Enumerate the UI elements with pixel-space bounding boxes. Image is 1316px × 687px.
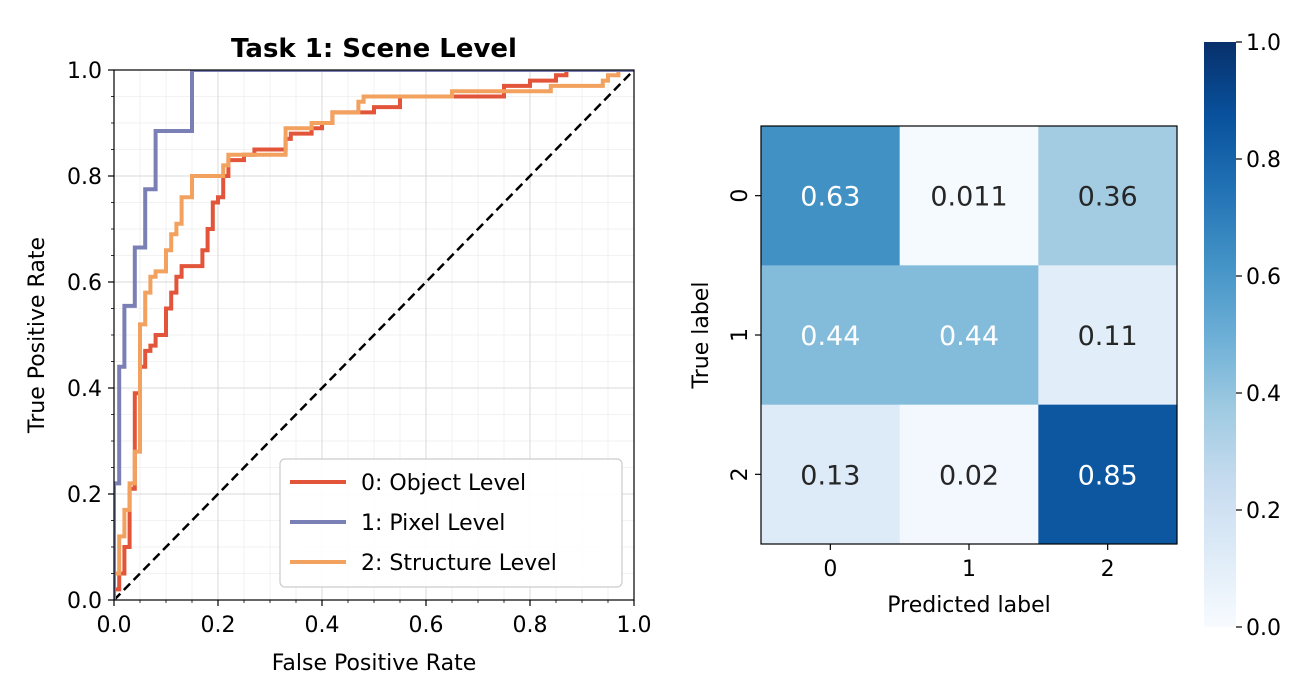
colorbar-tick-label: 0.6 <box>1246 265 1281 290</box>
y-tick-label: 0.6 <box>67 271 102 296</box>
x-tick-label: 0.2 <box>201 613 236 638</box>
roc-curves <box>114 70 634 600</box>
cm-cell <box>1038 404 1178 545</box>
legend-label: 0: Object Level <box>361 471 526 496</box>
confusion-matrix: 0.63 0.011 0.36 0.44 0.44 0.11 0.13 0.02 0.85 0 1… <box>689 125 1178 618</box>
legend-label: 2: Structure Level <box>361 551 557 576</box>
x-tick-label: 1.0 <box>617 613 652 638</box>
x-tick-label: 0.4 <box>305 613 340 638</box>
cm-y-ticks: 0 1 2 <box>728 189 761 481</box>
cm-cell-label: 0.44 <box>800 321 860 352</box>
colorbar: 0.0 0.2 0.4 0.6 0.8 1.0 <box>1204 31 1281 641</box>
cm-cell-label: 0.02 <box>939 460 999 491</box>
cm-cell-label: 0.85 <box>1078 460 1138 491</box>
cm-cell <box>761 404 901 545</box>
cm-x-ticks: 0 1 2 <box>823 544 1115 582</box>
colorbar-tick-label: 0.8 <box>1246 148 1281 173</box>
y-tick-label: 0.2 <box>67 483 102 508</box>
cm-cell <box>761 265 901 406</box>
cm-cell <box>899 404 1039 545</box>
x-tick-label: 0.0 <box>97 613 132 638</box>
cm-cell-label: 0.13 <box>800 460 860 491</box>
roc-y-ticks: 0.0 0.2 0.4 0.6 0.8 1.0 <box>67 59 114 614</box>
cm-x-tick-label: 1 <box>962 557 976 582</box>
cm-y-tick-label: 1 <box>728 328 753 342</box>
roc-legend: 0: Object Level 1: Pixel Level 2: Structur… <box>279 458 623 588</box>
colorbar-tick-label: 0.4 <box>1246 382 1281 407</box>
roc-chart: 0.0 0.2 0.4 0.6 0.8 1.0 0.0 0.2 0.4 0.6 0.8 1.0 Ta… <box>25 34 652 676</box>
colorbar-ticks: 0.0 0.2 0.4 0.6 0.8 1.0 <box>1236 31 1281 641</box>
x-tick-label: 0.8 <box>513 613 548 638</box>
legend-label: 1: Pixel Level <box>361 511 505 536</box>
y-tick-label: 0.8 <box>67 165 102 190</box>
roc-y-axis-label: True Positive Rate <box>25 237 50 434</box>
colorbar-tick-label: 1.0 <box>1246 31 1281 56</box>
colorbar-tick-label: 0.0 <box>1246 616 1281 641</box>
cm-y-axis-label: True label <box>689 282 714 390</box>
y-tick-label: 0.0 <box>67 589 102 614</box>
confusion-matrix-cells: 0.63 0.011 0.36 0.44 0.44 0.11 0.13 0.02 0.85 <box>761 126 1178 545</box>
cm-cell-label: 0.63 <box>800 182 860 213</box>
roc-series-line <box>114 70 634 600</box>
colorbar-gradient-bar <box>1204 42 1236 627</box>
cm-y-tick-label: 0 <box>728 189 753 203</box>
roc-title: Task 1: Scene Level <box>231 34 517 64</box>
legend-box <box>279 458 623 588</box>
cm-x-axis-label: Predicted label <box>887 593 1050 618</box>
cm-cell-label: 0.36 <box>1078 182 1138 213</box>
cm-cell-label: 0.011 <box>930 182 1007 213</box>
cm-cell <box>761 126 901 266</box>
chance-diagonal-line <box>114 70 634 600</box>
colorbar-tick-label: 0.2 <box>1246 499 1281 524</box>
roc-series-line <box>114 70 634 600</box>
cm-y-tick-label: 2 <box>728 467 753 481</box>
cm-cell <box>899 265 1039 406</box>
cm-cell <box>899 126 1039 266</box>
y-tick-label: 0.4 <box>67 377 102 402</box>
cm-cell <box>1038 126 1178 266</box>
roc-x-ticks: 0.0 0.2 0.4 0.6 0.8 1.0 <box>97 600 652 638</box>
cm-cell-label: 0.11 <box>1078 321 1138 352</box>
cm-cell <box>1038 265 1178 406</box>
roc-x-axis-label: False Positive Rate <box>272 651 476 676</box>
y-tick-label: 1.0 <box>67 59 102 84</box>
cm-cell-label: 0.44 <box>939 321 999 352</box>
x-tick-label: 0.6 <box>409 613 444 638</box>
cm-x-tick-label: 0 <box>823 557 837 582</box>
cm-x-tick-label: 2 <box>1101 557 1115 582</box>
